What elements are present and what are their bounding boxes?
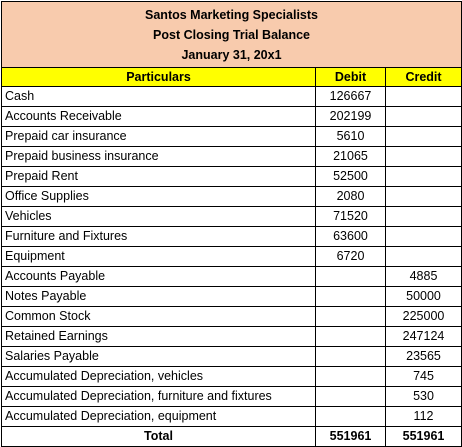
account-name-cell: Vehicles — [1, 206, 316, 227]
account-name-cell: Notes Payable — [1, 286, 316, 307]
credit-cell — [384, 246, 462, 267]
table-row: Prepaid Rent 52500 — [1, 166, 462, 187]
report-title: Post Closing Trial Balance — [153, 28, 311, 42]
title-cell: Santos Marketing Specialists Post Closin… — [0, 1, 462, 68]
debit-cell: 126667 — [315, 86, 386, 107]
debit-cell — [315, 266, 386, 287]
credit-cell: 247124 — [384, 326, 462, 347]
debit-cell: 5610 — [315, 126, 386, 147]
credit-cell: 112 — [384, 406, 462, 427]
table-row: Accumulated Depreciation, furniture and … — [1, 386, 462, 407]
debit-cell — [315, 366, 386, 387]
debit-cell: 63600 — [315, 226, 386, 247]
credit-cell — [384, 206, 462, 227]
account-name-cell: Prepaid car insurance — [1, 126, 316, 147]
debit-header: Debit — [315, 67, 386, 87]
table-row: Cash 126667 — [1, 86, 462, 107]
debit-cell — [315, 286, 386, 307]
debit-cell: 21065 — [315, 146, 386, 167]
table-row: Retained Earnings 247124 — [1, 326, 462, 347]
credit-cell: 530 — [384, 386, 462, 407]
account-name-cell: Furniture and Fixtures — [1, 226, 316, 247]
report-date: January 31, 20x1 — [181, 48, 282, 62]
account-name-cell: Cash — [1, 86, 316, 107]
credit-header: Credit — [384, 67, 462, 87]
table-row: Prepaid business insurance 21065 — [1, 146, 462, 167]
account-name-cell: Salaries Payable — [1, 346, 316, 367]
column-header-row: Particulars Debit Credit — [1, 67, 462, 87]
total-label: Total — [1, 426, 316, 447]
total-row: Total 551961 551961 — [1, 426, 462, 447]
account-name-cell: Accumulated Depreciation, vehicles — [1, 366, 316, 387]
account-name-cell: Accounts Payable — [1, 266, 316, 287]
table-row: Equipment 6720 — [1, 246, 462, 267]
credit-cell: 23565 — [384, 346, 462, 367]
table-row: Salaries Payable 23565 — [1, 346, 462, 367]
credit-cell — [384, 226, 462, 247]
account-name-cell: Prepaid Rent — [1, 166, 316, 187]
debit-cell: 52500 — [315, 166, 386, 187]
table-row: Accumulated Depreciation, vehicles 745 — [1, 366, 462, 387]
total-credit: 551961 — [384, 426, 462, 447]
table-row: Furniture and Fixtures 63600 — [1, 226, 462, 247]
table-row: Vehicles 71520 — [1, 206, 462, 227]
credit-cell: 225000 — [384, 306, 462, 327]
table-row: Common Stock 225000 — [1, 306, 462, 327]
table-row: Prepaid car insurance 5610 — [1, 126, 462, 147]
debit-cell: 202199 — [315, 106, 386, 127]
credit-cell — [384, 126, 462, 147]
debit-cell — [315, 386, 386, 407]
company-name: Santos Marketing Specialists — [145, 8, 318, 22]
table-row: Notes Payable 50000 — [1, 286, 462, 307]
credit-cell — [384, 186, 462, 207]
table-row: Accumulated Depreciation, equipment 112 — [1, 406, 462, 427]
credit-cell — [384, 106, 462, 127]
table-row: Accounts Payable 4885 — [1, 266, 462, 287]
debit-cell — [315, 326, 386, 347]
account-name-cell: Prepaid business insurance — [1, 146, 316, 167]
debit-cell: 71520 — [315, 206, 386, 227]
total-debit: 551961 — [315, 426, 386, 447]
debit-cell — [315, 306, 386, 327]
debit-cell — [315, 346, 386, 367]
account-name-cell: Retained Earnings — [1, 326, 316, 347]
table-row: Office Supplies 2080 — [1, 186, 462, 207]
credit-cell: 50000 — [384, 286, 462, 307]
debit-cell — [315, 406, 386, 427]
account-name-cell: Common Stock — [1, 306, 316, 327]
credit-cell: 745 — [384, 366, 462, 387]
credit-cell — [384, 86, 462, 107]
account-name-cell: Accounts Receivable — [1, 106, 316, 127]
table-row: Accounts Receivable 202199 — [1, 106, 462, 127]
debit-cell: 2080 — [315, 186, 386, 207]
account-name-cell: Accumulated Depreciation, furniture and … — [1, 386, 316, 407]
credit-cell: 4885 — [384, 266, 462, 287]
credit-cell — [384, 146, 462, 167]
account-name-cell: Accumulated Depreciation, equipment — [1, 406, 316, 427]
account-name-cell: Office Supplies — [1, 186, 316, 207]
credit-cell — [384, 166, 462, 187]
title-row: Santos Marketing Specialists Post Closin… — [0, 1, 462, 68]
particulars-header: Particulars — [1, 67, 316, 87]
debit-cell: 6720 — [315, 246, 386, 267]
account-name-cell: Equipment — [1, 246, 316, 267]
